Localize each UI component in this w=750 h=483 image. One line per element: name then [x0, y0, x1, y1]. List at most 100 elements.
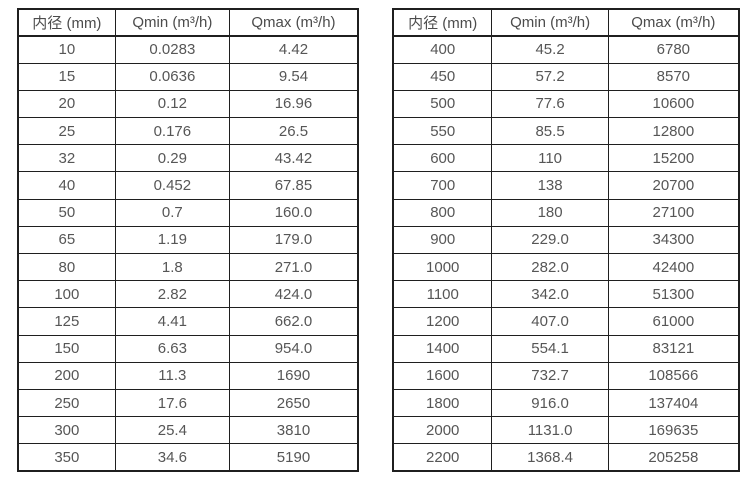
- table-cell: 8570: [607, 62, 740, 91]
- column-header-qmax: Qmax (m³/h): [607, 8, 740, 37]
- table-row: 1200 407.0 61000: [392, 307, 740, 336]
- table-cell: 800: [392, 198, 493, 227]
- table-row: 2000 1131.0 169635: [392, 416, 740, 445]
- table-cell: 500: [392, 89, 493, 119]
- table-row: 700 138 20700: [392, 171, 740, 200]
- flow-rate-table-small-diameters: 内径 (mm) Qmin (m³/h) Qmax (m³/h) 10 0.0283…: [17, 8, 359, 472]
- column-header-qmin: Qmin (m³/h): [114, 8, 230, 37]
- table-cell: 15: [17, 62, 116, 91]
- table-cell: 34300: [607, 225, 740, 255]
- table-cell: 61000: [607, 307, 740, 336]
- table-cell: 700: [392, 171, 493, 200]
- table-cell: 67.85: [228, 171, 359, 200]
- table-cell: 27100: [607, 198, 740, 227]
- table-cell: 10: [17, 35, 116, 64]
- table-cell: 916.0: [491, 388, 609, 418]
- column-header-diameter: 内径 (mm): [392, 8, 493, 37]
- table-row: 350 34.6 5190: [17, 443, 359, 472]
- table-cell: 1400: [392, 334, 493, 363]
- table-cell: 51300: [607, 280, 740, 309]
- table-cell: 1.19: [114, 225, 230, 255]
- table-cell: 108566: [607, 361, 740, 390]
- table-row: 2200 1368.4 205258: [392, 443, 740, 472]
- table-row: 32 0.29 43.42: [17, 144, 359, 173]
- table-cell: 43.42: [228, 144, 359, 173]
- table-cell: 400: [392, 35, 493, 64]
- table-cell: 250: [17, 388, 116, 418]
- table-cell: 2200: [392, 443, 493, 472]
- table-row: 65 1.19 179.0: [17, 225, 359, 255]
- table-cell: 6780: [607, 35, 740, 64]
- table-cell: 732.7: [491, 361, 609, 390]
- table-cell: 4.41: [114, 307, 230, 336]
- table-cell: 1.8: [114, 252, 230, 282]
- table-cell: 20700: [607, 171, 740, 200]
- table-cell: 100: [17, 280, 116, 309]
- table-cell: 4.42: [228, 35, 359, 64]
- table-cell: 0.176: [114, 117, 230, 146]
- table-cell: 180: [491, 198, 609, 227]
- table-cell: 0.29: [114, 144, 230, 173]
- table-cell: 5190: [228, 443, 359, 472]
- table-row: 1800 916.0 137404: [392, 388, 740, 418]
- table-row: 500 77.6 10600: [392, 89, 740, 119]
- table-row: 1600 732.7 108566: [392, 361, 740, 390]
- table-row: 1000 282.0 42400: [392, 252, 740, 282]
- table-cell: 10600: [607, 89, 740, 119]
- table-row: 100 2.82 424.0: [17, 280, 359, 309]
- table-cell: 34.6: [114, 443, 230, 472]
- table-cell: 12800: [607, 117, 740, 146]
- table-row: 800 180 27100: [392, 198, 740, 227]
- column-header-qmin: Qmin (m³/h): [491, 8, 609, 37]
- table-cell: 2.82: [114, 280, 230, 309]
- table-cell: 300: [17, 416, 116, 445]
- table-cell: 25: [17, 117, 116, 146]
- table-cell: 137404: [607, 388, 740, 418]
- table-cell: 57.2: [491, 62, 609, 91]
- table-cell: 138: [491, 171, 609, 200]
- table-cell: 40: [17, 171, 116, 200]
- table-cell: 1690: [228, 361, 359, 390]
- column-header-qmax: Qmax (m³/h): [228, 8, 359, 37]
- table-cell: 407.0: [491, 307, 609, 336]
- table-row: 300 25.4 3810: [17, 416, 359, 445]
- table-cell: 554.1: [491, 334, 609, 363]
- table-row: 40 0.452 67.85: [17, 171, 359, 200]
- table-cell: 45.2: [491, 35, 609, 64]
- table-cell: 150: [17, 334, 116, 363]
- table-cell: 32: [17, 144, 116, 173]
- table-cell: 169635: [607, 416, 740, 445]
- table-cell: 20: [17, 89, 116, 119]
- header-row: 内径 (mm) Qmin (m³/h) Qmax (m³/h): [17, 8, 359, 37]
- table-cell: 1368.4: [491, 443, 609, 472]
- table-row: 400 45.2 6780: [392, 35, 740, 64]
- table-cell: 160.0: [228, 198, 359, 227]
- table-row: 250 17.6 2650: [17, 388, 359, 418]
- table-row: 20 0.12 16.96: [17, 89, 359, 119]
- table-row: 900 229.0 34300: [392, 225, 740, 255]
- table-cell: 342.0: [491, 280, 609, 309]
- table-row: 80 1.8 271.0: [17, 252, 359, 282]
- table-cell: 65: [17, 225, 116, 255]
- table-row: 150 6.63 954.0: [17, 334, 359, 363]
- table-cell: 1100: [392, 280, 493, 309]
- table-cell: 85.5: [491, 117, 609, 146]
- table-cell: 0.7: [114, 198, 230, 227]
- table-cell: 450: [392, 62, 493, 91]
- table-cell: 662.0: [228, 307, 359, 336]
- table-cell: 0.0636: [114, 62, 230, 91]
- table-cell: 900: [392, 225, 493, 255]
- table-row: 200 11.3 1690: [17, 361, 359, 390]
- table-cell: 0.452: [114, 171, 230, 200]
- table-cell: 6.63: [114, 334, 230, 363]
- table-cell: 600: [392, 144, 493, 173]
- table-cell: 3810: [228, 416, 359, 445]
- table-cell: 125: [17, 307, 116, 336]
- table-cell: 80: [17, 252, 116, 282]
- table-cell: 200: [17, 361, 116, 390]
- table-cell: 2000: [392, 416, 493, 445]
- table-row: 600 110 15200: [392, 144, 740, 173]
- table-cell: 17.6: [114, 388, 230, 418]
- table-cell: 11.3: [114, 361, 230, 390]
